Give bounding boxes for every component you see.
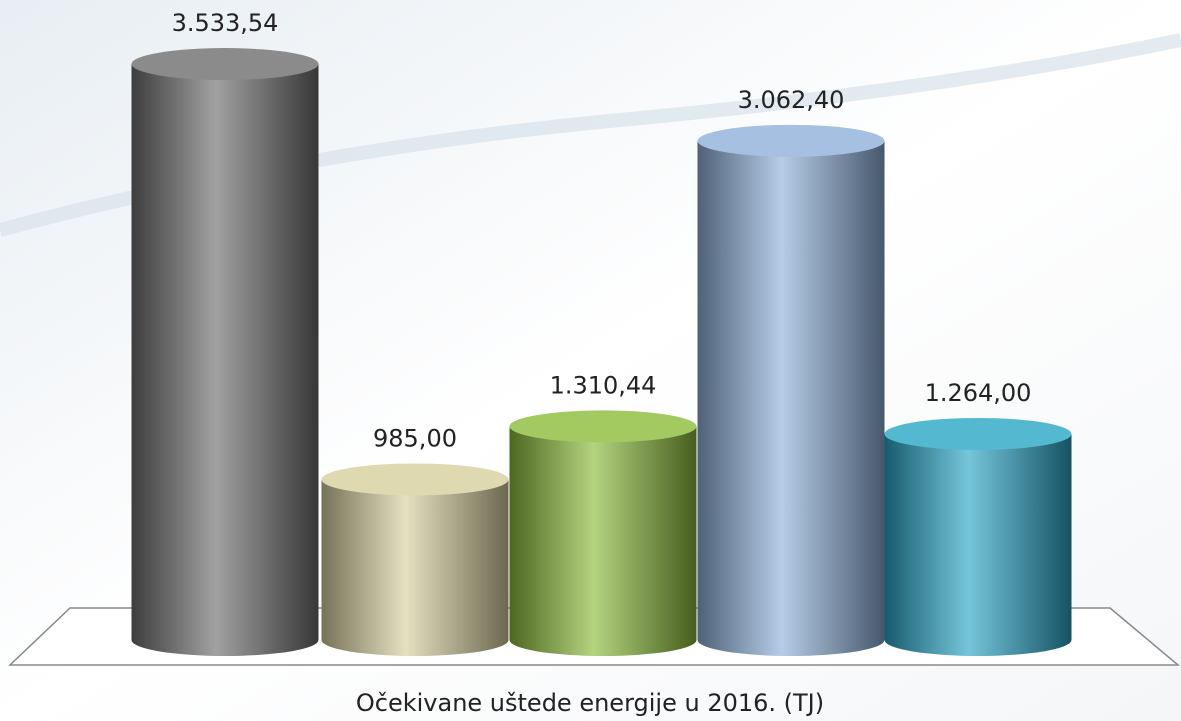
bar xyxy=(131,64,319,657)
bar-top xyxy=(131,48,319,81)
chart-title: Očekivane uštede energije u 2016. (TJ) xyxy=(356,689,824,717)
value-label: 3.062,40 xyxy=(738,86,845,114)
value-label: 1.310,44 xyxy=(550,371,657,399)
bar xyxy=(884,433,1072,656)
value-label: 985,00 xyxy=(373,424,457,452)
bar-top xyxy=(697,124,885,157)
bar-top xyxy=(884,417,1072,450)
bar xyxy=(321,479,509,656)
value-label: 1.264,00 xyxy=(925,379,1032,407)
value-label: 3.533,54 xyxy=(172,9,279,37)
bar xyxy=(509,426,697,656)
bar xyxy=(697,140,885,656)
bar-top xyxy=(509,410,697,443)
bar-top xyxy=(321,463,509,496)
